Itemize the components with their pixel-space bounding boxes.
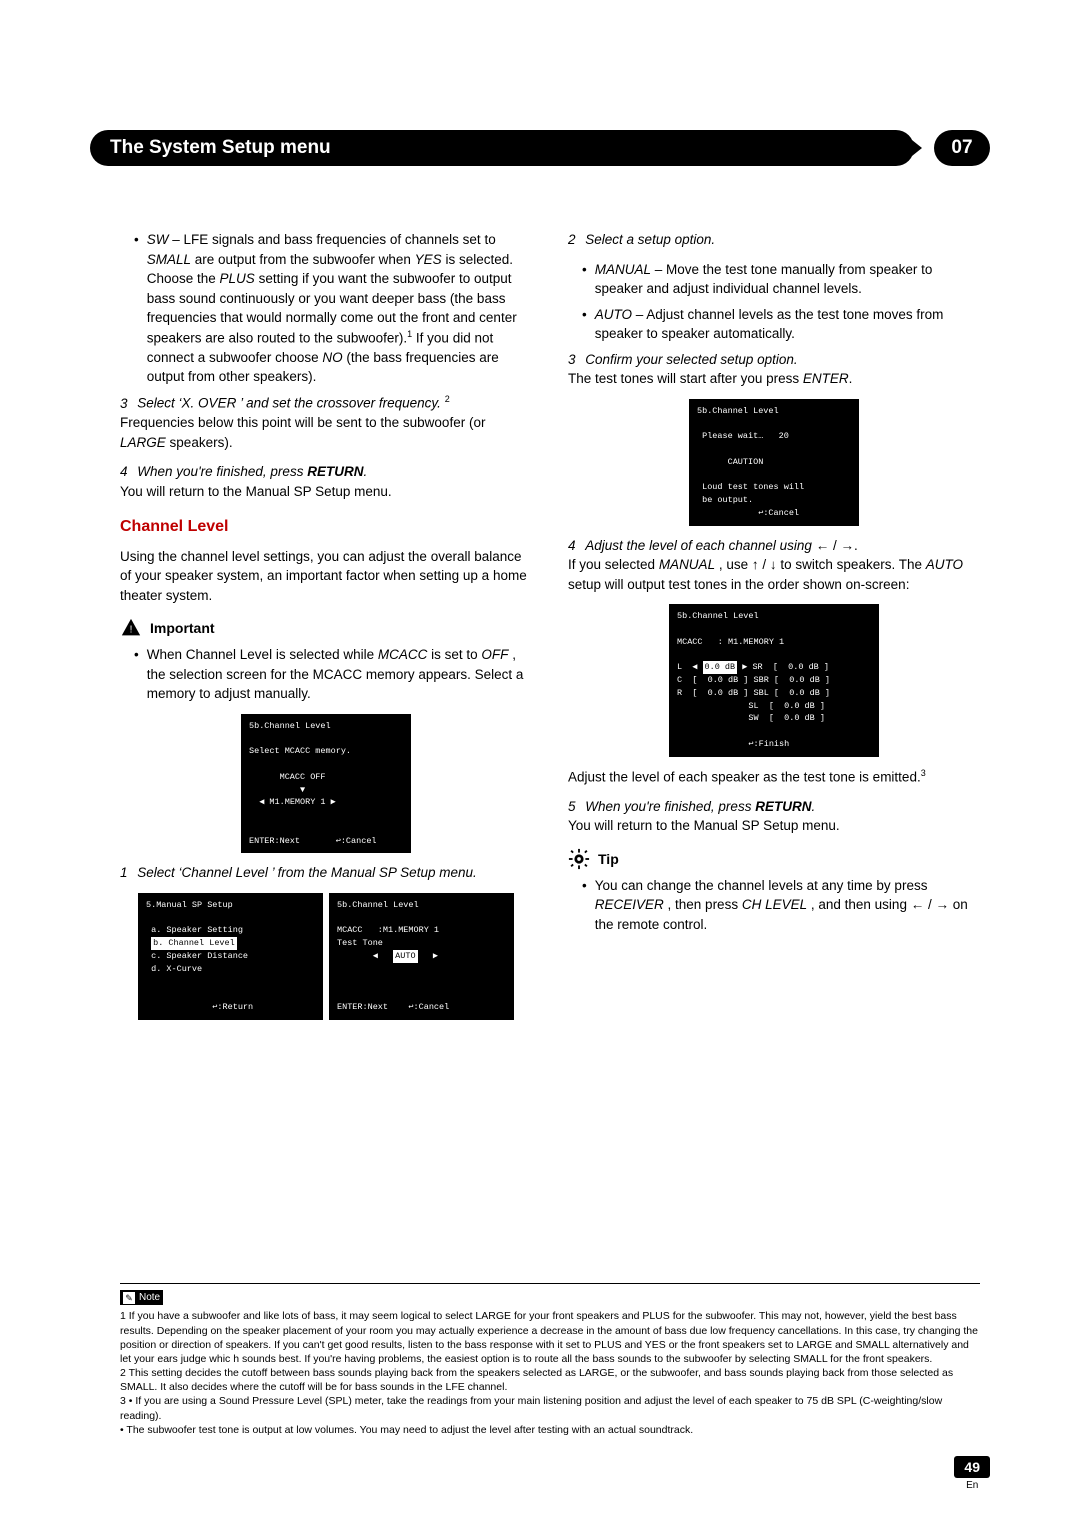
- step-4r: 4 Adjust the level of each channel using…: [568, 536, 980, 595]
- tip-bullet: You can change the channel levels at any…: [568, 876, 980, 935]
- page-content: SW – LFE signals and bass frequencies of…: [120, 230, 980, 1030]
- step-5r: 5 When you're finished, press RETURN. Yo…: [568, 797, 980, 836]
- right-column: 2 Select a setup option. MANUAL – Move t…: [568, 230, 980, 1030]
- screen-levels: 5b.Channel Level MCACC : M1.MEMORY 1 L ◀…: [669, 604, 879, 756]
- tip-label: Tip: [598, 849, 619, 869]
- note-badge: ✎ Note: [120, 1290, 163, 1306]
- warning-icon: !: [120, 617, 142, 639]
- sw-bullet: SW – LFE signals and bass frequencies of…: [120, 230, 532, 387]
- pencil-icon: ✎: [123, 1292, 135, 1304]
- footnote-3: 3 • If you are using a Sound Pressure Le…: [120, 1394, 980, 1422]
- opt-auto: AUTO – Adjust channel levels as the test…: [568, 305, 980, 344]
- screen-channel-level-testtone: 5b.Channel Level MCACC :M1.MEMORY 1 Test…: [329, 893, 514, 1020]
- chapter-header: The System Setup menu 07: [90, 130, 990, 166]
- footnote-ref-2: 2: [445, 394, 450, 404]
- page-lang: En: [954, 1480, 990, 1491]
- screen-mcacc-memory: 5b.Channel Level Select MCACC memory. MC…: [241, 714, 411, 854]
- page-number-badge: 49 En: [954, 1456, 990, 1491]
- step-3: 3 Select ‘X. OVER ’ and set the crossove…: [120, 393, 532, 452]
- footnote-ref-1: 1: [407, 329, 412, 339]
- important-callout: ! Important: [120, 617, 532, 639]
- step-3r: 3 Confirm your selected setup option. Th…: [568, 350, 980, 389]
- step-2r: 2 Select a setup option.: [568, 230, 980, 250]
- note-label: Note: [139, 1291, 160, 1305]
- gear-icon: [568, 848, 590, 870]
- chapter-number: 07: [934, 130, 990, 166]
- footnote-1: 1 If you have a subwoofer and like lots …: [120, 1309, 980, 1366]
- sw-key: SW: [147, 232, 169, 247]
- chapter-title: The System Setup menu: [90, 130, 914, 166]
- footnote-3b: • The subwoofer test tone is output at l…: [120, 1423, 980, 1437]
- chapter-title-text: The System Setup menu: [110, 137, 331, 159]
- important-bullet: When Channel Level is selected while MCA…: [120, 645, 532, 704]
- channel-level-intro: Using the channel level settings, you ca…: [120, 547, 532, 606]
- footnote-ref-3: 3: [921, 768, 926, 778]
- tip-callout: Tip: [568, 848, 980, 870]
- left-column: SW – LFE signals and bass frequencies of…: [120, 230, 532, 1030]
- footnote-2: 2 This setting decides the cutoff betwee…: [120, 1366, 980, 1394]
- important-label: Important: [150, 618, 215, 638]
- svg-text:!: !: [130, 625, 133, 636]
- channel-level-heading: Channel Level: [120, 515, 532, 538]
- page-number: 49: [954, 1456, 990, 1478]
- screen-please-wait: 5b.Channel Level Please wait… 20 CAUTION…: [689, 399, 859, 526]
- opt-manual: MANUAL – Move the test tone manually fro…: [568, 260, 980, 299]
- screen-manual-sp-setup: 5.Manual SP Setup a. Speaker Setting b. …: [138, 893, 323, 1020]
- step-1: 1 Select ‘Channel Level ’ from the Manua…: [120, 863, 532, 883]
- footnotes: ✎ Note 1 If you have a subwoofer and lik…: [120, 1283, 980, 1437]
- adjust-body: Adjust the level of each speaker as the …: [568, 767, 980, 787]
- screen-pair: 5.Manual SP Setup a. Speaker Setting b. …: [120, 893, 532, 1020]
- step-4: 4 When you're finished, press RETURN. Yo…: [120, 462, 532, 501]
